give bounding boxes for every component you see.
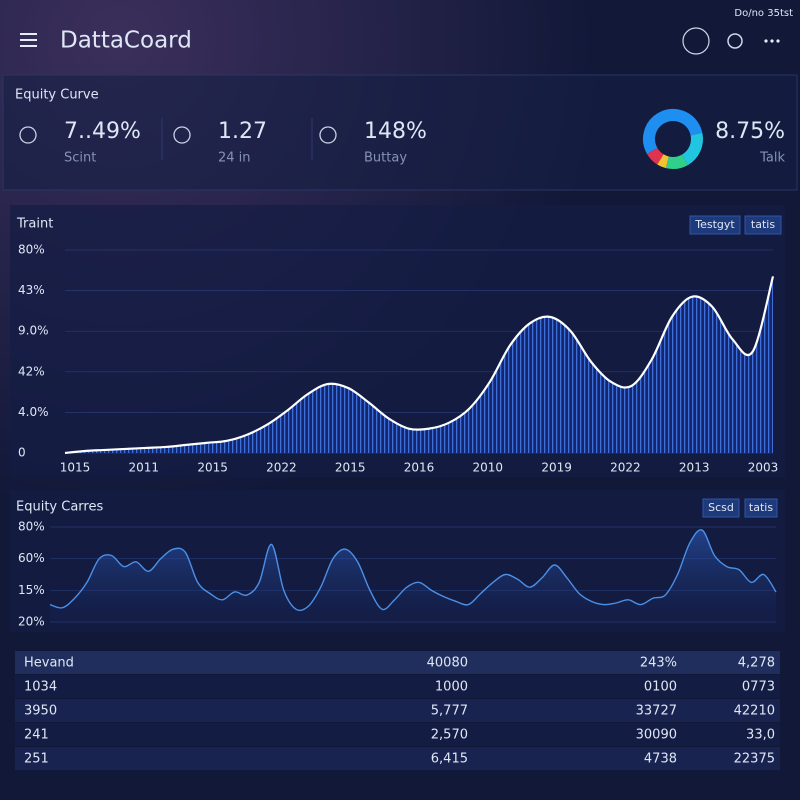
toggle-button[interactable] — [744, 215, 782, 235]
toggle-button[interactable] — [744, 498, 778, 518]
stat-label: Buttay — [364, 151, 407, 166]
toggle-button-label: Scsd — [708, 501, 734, 514]
toggle-button-label: Testgyt — [694, 218, 735, 231]
stat-icon — [173, 126, 191, 144]
y-tick-label: 20% — [18, 615, 45, 629]
x-tick-label: 2013 — [679, 461, 710, 475]
y-tick-label: 15% — [18, 583, 45, 597]
stat-label: 24 in — [218, 151, 251, 166]
table-row — [15, 675, 780, 698]
y-tick-label: 80% — [18, 243, 45, 257]
table-cell: 33727 — [636, 704, 677, 719]
donut-value: 8.75% — [715, 119, 785, 144]
line — [49, 529, 777, 612]
table-cell: 6,415 — [431, 752, 468, 767]
toggle-button[interactable] — [702, 498, 740, 518]
main-chart-title: Traint — [16, 217, 53, 232]
table-row — [15, 747, 780, 770]
x-tick-label: 2011 — [129, 461, 160, 475]
profile-button[interactable] — [682, 27, 710, 55]
table-cell: 30090 — [636, 728, 677, 743]
table-cell: 4738 — [644, 752, 677, 767]
table-row — [15, 723, 780, 746]
table-cell: 0100 — [644, 680, 677, 695]
x-tick-label: 2022 — [610, 461, 641, 475]
table-header-cell: 4,278 — [738, 656, 775, 671]
x-tick-label: 2015 — [197, 461, 228, 475]
x-tick-label: 1015 — [60, 461, 91, 475]
stat-label: Scint — [64, 151, 96, 166]
table-cell: 42210 — [734, 704, 775, 719]
table-cell: 1000 — [435, 680, 468, 695]
table-cell: 33,0 — [746, 728, 775, 743]
stats-panel — [2, 74, 798, 191]
table-cell: 5,777 — [431, 704, 468, 719]
area-fill — [65, 276, 773, 453]
table-cell: 251 — [24, 752, 49, 767]
x-tick-label: 2010 — [473, 461, 504, 475]
x-tick-label: 2015 — [335, 461, 366, 475]
y-tick-label: 80% — [18, 520, 45, 534]
stat-value: 7..49% — [64, 119, 141, 144]
table-header — [15, 651, 780, 674]
y-tick-label: 9.0% — [18, 324, 49, 338]
donut-label: Talk — [759, 151, 785, 166]
stat-icon — [319, 126, 337, 144]
stat-value: 1.27 — [218, 119, 267, 144]
x-tick-label: 2019 — [541, 461, 572, 475]
table-cell: 3950 — [24, 704, 57, 719]
stat-icon — [19, 126, 37, 144]
table-cell: 22375 — [734, 752, 775, 767]
stat-value: 148% — [364, 119, 427, 144]
x-tick-label: 2003 — [748, 461, 779, 475]
x-tick-label: 2022 — [266, 461, 297, 475]
table-header-cell: 243% — [640, 656, 677, 671]
table-header-cell: 40080 — [427, 656, 468, 671]
toggle-button-label: tatis — [751, 218, 775, 231]
sub-chart-title: Equity Carres — [16, 500, 103, 515]
donut-segment — [643, 109, 704, 169]
y-tick-label: 4.0% — [18, 405, 49, 419]
line — [64, 276, 775, 455]
table-cell: 1034 — [24, 680, 57, 695]
menu-icon[interactable] — [20, 33, 37, 47]
y-tick-label: 42% — [18, 364, 45, 378]
table-header-cell: Hevand — [24, 656, 74, 671]
stats-title: Equity Curve — [15, 88, 99, 103]
y-tick-label: 0 — [18, 446, 26, 460]
table-cell: 2,570 — [431, 728, 468, 743]
y-tick-label: 60% — [18, 551, 45, 565]
table-row — [15, 699, 780, 722]
area-fill — [50, 529, 776, 622]
clock-button[interactable] — [727, 33, 743, 49]
y-tick-label: 43% — [18, 283, 45, 297]
more-button[interactable] — [764, 39, 780, 43]
toggle-button-label: tatis — [749, 501, 773, 514]
donut-segment — [643, 109, 704, 169]
x-tick-label: 2016 — [404, 461, 435, 475]
table-cell: 0773 — [742, 680, 775, 695]
toggle-button[interactable] — [689, 215, 741, 235]
table-cell: 241 — [24, 728, 49, 743]
status-text: Do/no 35tst — [734, 8, 793, 19]
app-title: DattaCoard — [60, 28, 192, 54]
